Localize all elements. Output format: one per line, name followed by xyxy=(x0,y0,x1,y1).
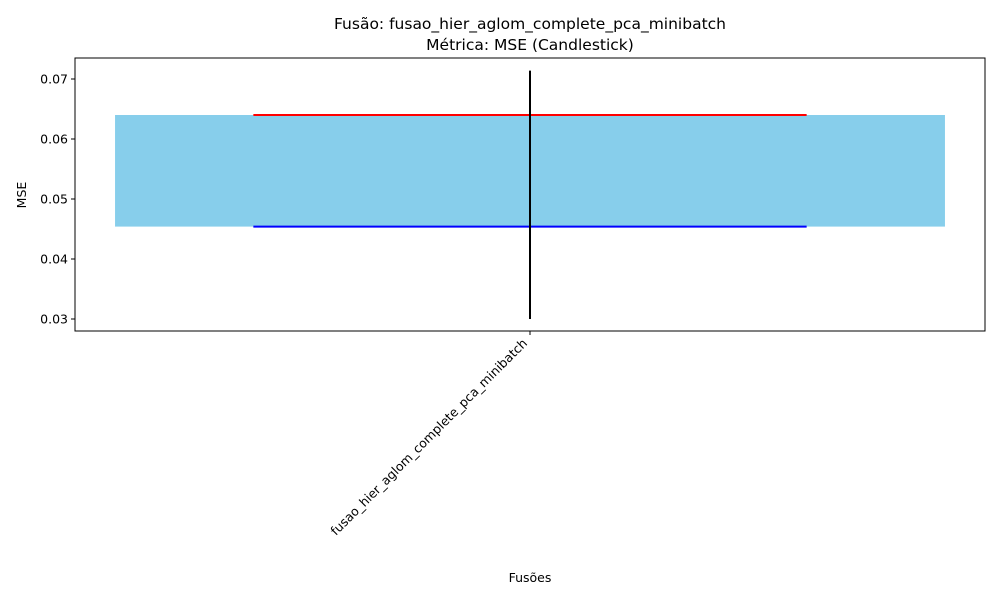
y-axis: 0.03 0.04 0.05 0.06 0.07 xyxy=(40,72,75,327)
plot-area xyxy=(74,57,986,332)
y-tick-label: 0.06 xyxy=(40,132,68,147)
x-axis: fusao_hier_aglom_complete_pca_minibatch xyxy=(327,331,531,539)
y-tick-label: 0.04 xyxy=(40,252,68,267)
y-tick-label: 0.05 xyxy=(40,192,68,207)
chart-subtitle: Métrica: MSE (Candlestick) xyxy=(426,36,634,54)
x-axis-label: Fusões xyxy=(509,570,552,585)
y-tick-label: 0.03 xyxy=(40,312,68,327)
chart-title: Fusão: fusao_hier_aglom_complete_pca_min… xyxy=(334,15,726,34)
candles-layer xyxy=(115,70,945,319)
x-tick-label: fusao_hier_aglom_complete_pca_minibatch xyxy=(327,336,530,539)
y-tick-label: 0.07 xyxy=(40,72,68,87)
y-axis-label: MSE xyxy=(14,182,29,209)
